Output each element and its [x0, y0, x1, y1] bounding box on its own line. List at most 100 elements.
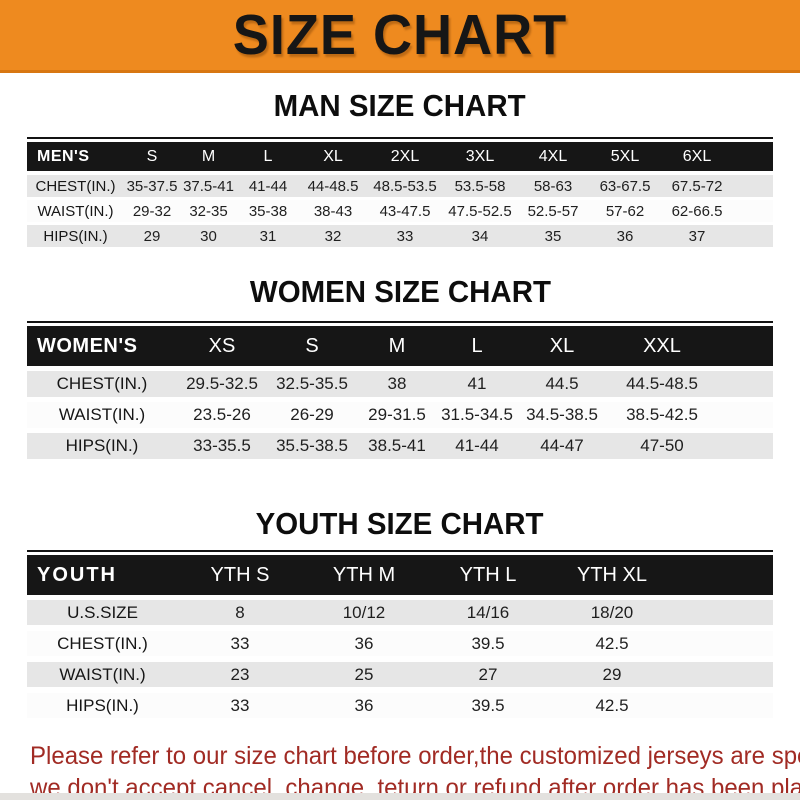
spacer-cell — [717, 433, 773, 464]
cell: 10/12 — [302, 600, 426, 631]
women-section-heading: WOMEN SIZE CHART — [0, 274, 800, 310]
women-size-table: WOMEN'S XS S M L XL XXL CHEST(IN.) 29.5-… — [27, 326, 773, 464]
men-size-header: 3XL — [443, 142, 517, 175]
cell: 36 — [302, 693, 426, 724]
row-label: CHEST(IN.) — [27, 175, 124, 200]
cell: 27 — [426, 662, 550, 693]
cell: 23 — [178, 662, 302, 693]
cell: 43-47.5 — [367, 200, 443, 225]
cell: 38-43 — [299, 200, 367, 225]
cell: 26-29 — [267, 402, 357, 433]
men-size-header: 6XL — [661, 142, 733, 175]
women-waist-row: WAIST(IN.) 23.5-26 26-29 29-31.5 31.5-34… — [27, 402, 773, 433]
cell: 29-31.5 — [357, 402, 437, 433]
cell: 38 — [357, 371, 437, 402]
cell: 39.5 — [426, 631, 550, 662]
youth-chest-row: CHEST(IN.) 33 36 39.5 42.5 — [27, 631, 773, 662]
men-size-header: 4XL — [517, 142, 589, 175]
cell: 18/20 — [550, 600, 674, 631]
men-header-row: MEN'S S M L XL 2XL 3XL 4XL 5XL 6XL — [27, 142, 773, 175]
youth-section-heading-text: YOUTH SIZE CHART — [256, 506, 544, 541]
cell: 37.5-41 — [180, 175, 237, 200]
cell: 8 — [178, 600, 302, 631]
banner-title: SIZE CHART — [232, 2, 568, 67]
cell: 67.5-72 — [661, 175, 733, 200]
men-size-header: M — [180, 142, 237, 175]
cell: 38.5-41 — [357, 433, 437, 464]
cell: 31 — [237, 225, 299, 250]
bottom-strip — [0, 793, 800, 800]
cell: 48.5-53.5 — [367, 175, 443, 200]
spacer-cell — [674, 631, 773, 662]
cell: 34 — [443, 225, 517, 250]
cell: 29.5-32.5 — [177, 371, 267, 402]
youth-size-header: YTH L — [426, 555, 550, 600]
spacer-cell — [674, 662, 773, 693]
youth-header-row: YOUTH YTH S YTH M YTH L YTH XL — [27, 555, 773, 600]
men-chest-row: CHEST(IN.) 35-37.5 37.5-41 41-44 44-48.5… — [27, 175, 773, 200]
row-label: CHEST(IN.) — [27, 371, 177, 402]
men-size-header: XL — [299, 142, 367, 175]
row-label: WAIST(IN.) — [27, 662, 178, 693]
youth-corner-label: YOUTH — [27, 555, 178, 600]
cell: 37 — [661, 225, 733, 250]
youth-section-heading: YOUTH SIZE CHART — [0, 506, 800, 542]
men-waist-row: WAIST(IN.) 29-32 32-35 35-38 38-43 43-47… — [27, 200, 773, 225]
cell: 44-47 — [517, 433, 607, 464]
cell: 47-50 — [607, 433, 717, 464]
cell: 33 — [178, 693, 302, 724]
spacer-cell — [717, 326, 773, 371]
cell: 29 — [124, 225, 180, 250]
women-size-header: XXL — [607, 326, 717, 371]
men-corner-label: MEN'S — [27, 142, 124, 175]
youth-waist-row: WAIST(IN.) 23 25 27 29 — [27, 662, 773, 693]
cell: 42.5 — [550, 693, 674, 724]
cell: 52.5-57 — [517, 200, 589, 225]
men-size-header: L — [237, 142, 299, 175]
cell: 44.5-48.5 — [607, 371, 717, 402]
men-section-heading: MAN SIZE CHART — [0, 88, 800, 124]
cell: 29-32 — [124, 200, 180, 225]
women-chest-row: CHEST(IN.) 29.5-32.5 32.5-35.5 38 41 44.… — [27, 371, 773, 402]
cell: 63-67.5 — [589, 175, 661, 200]
spacer-cell — [674, 555, 773, 600]
row-label: U.S.SIZE — [27, 600, 178, 631]
youth-size-table-block: YOUTH YTH S YTH M YTH L YTH XL U.S.SIZE … — [27, 550, 773, 724]
spacer-cell — [717, 371, 773, 402]
women-section-heading-text: WOMEN SIZE CHART — [249, 274, 551, 309]
cell: 39.5 — [426, 693, 550, 724]
men-size-table: MEN'S S M L XL 2XL 3XL 4XL 5XL 6XL CHEST… — [27, 142, 773, 250]
youth-size-table: YOUTH YTH S YTH M YTH L YTH XL U.S.SIZE … — [27, 555, 773, 724]
men-size-header: 5XL — [589, 142, 661, 175]
cell: 62-66.5 — [661, 200, 733, 225]
spacer-cell — [674, 600, 773, 631]
cell: 42.5 — [550, 631, 674, 662]
cell: 35-37.5 — [124, 175, 180, 200]
cell: 41-44 — [437, 433, 517, 464]
row-label: HIPS(IN.) — [27, 693, 178, 724]
row-label: HIPS(IN.) — [27, 225, 124, 250]
cell: 33 — [178, 631, 302, 662]
cell: 33 — [367, 225, 443, 250]
row-label: WAIST(IN.) — [27, 200, 124, 225]
women-size-table-block: WOMEN'S XS S M L XL XXL CHEST(IN.) 29.5-… — [27, 321, 773, 464]
men-size-table-block: MEN'S S M L XL 2XL 3XL 4XL 5XL 6XL CHEST… — [27, 137, 773, 250]
cell: 35.5-38.5 — [267, 433, 357, 464]
cell: 44.5 — [517, 371, 607, 402]
cell: 44-48.5 — [299, 175, 367, 200]
women-size-header: XL — [517, 326, 607, 371]
row-label: HIPS(IN.) — [27, 433, 177, 464]
youth-size-header: YTH M — [302, 555, 426, 600]
row-label: WAIST(IN.) — [27, 402, 177, 433]
spacer-cell — [733, 175, 773, 200]
women-size-header: XS — [177, 326, 267, 371]
youth-size-header: YTH S — [178, 555, 302, 600]
spacer-cell — [717, 402, 773, 433]
men-table-top-border — [27, 137, 773, 139]
cell: 14/16 — [426, 600, 550, 631]
youth-ussize-row: U.S.SIZE 8 10/12 14/16 18/20 — [27, 600, 773, 631]
women-corner-label: WOMEN'S — [27, 326, 177, 371]
men-section-heading-text: MAN SIZE CHART — [274, 88, 526, 123]
cell: 53.5-58 — [443, 175, 517, 200]
